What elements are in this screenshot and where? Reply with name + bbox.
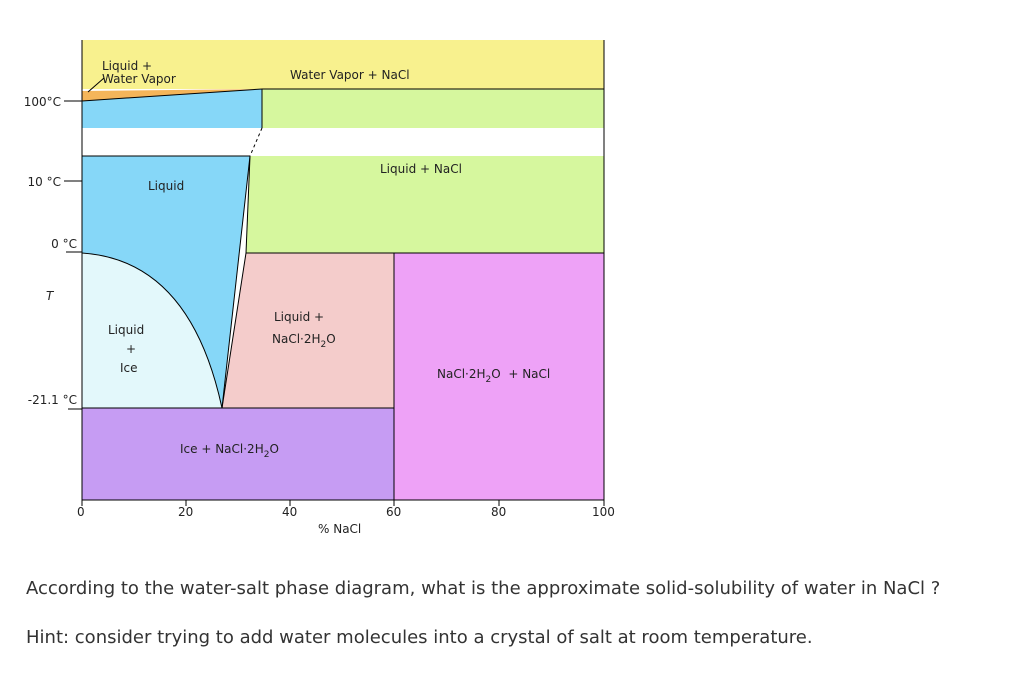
phase-boundaries [81, 40, 605, 501]
label-hydrate-nacl: NaCl·2H2O + NaCl [437, 367, 550, 385]
label-liquid-ice-3: Ice [120, 361, 138, 375]
hint-text: Hint: consider trying to add water molec… [26, 627, 813, 648]
y-tick-minus-21: -21.1 °C [28, 393, 77, 407]
label-liquid: Liquid [148, 179, 184, 193]
label-liquid-vapor-2: Water Vapor [102, 72, 176, 86]
y-tick-0: 0 °C [51, 237, 77, 251]
region-ice-hydrate [82, 408, 394, 500]
y-axis-ticks [64, 100, 82, 410]
y-axis-label: T [46, 289, 55, 303]
region-liquid-nacl-upper [262, 89, 604, 128]
region-liquid-nacl [246, 156, 604, 253]
label-water-vapor-nacl: Water Vapor + NaCl [290, 68, 410, 82]
y-tick-100: 100°C [24, 95, 61, 109]
label-liquid-nacl: Liquid + NaCl [380, 162, 462, 176]
x-tick-60: 60 [386, 505, 401, 519]
x-axis-label: % NaCl [318, 522, 361, 536]
y-tick-10: 10 °C [28, 175, 61, 189]
phase-diagram: 100°C 10 °C 0 °C -21.1 °C T 0 20 40 60 8… [24, 40, 615, 536]
x-tick-100: 100 [592, 505, 615, 519]
label-liquid-ice-1: Liquid [108, 323, 144, 337]
region-liquid-upper [82, 89, 262, 128]
label-ice-hydrate: Ice + NaCl·2H2O [180, 442, 279, 460]
label-pointer-line [87, 77, 105, 93]
x-axis-ticks [81, 500, 605, 506]
region-hydrate-nacl [394, 253, 604, 500]
x-tick-20: 20 [178, 505, 193, 519]
x-tick-0: 0 [77, 505, 85, 519]
question-text: According to the water-salt phase diagra… [26, 578, 941, 599]
x-tick-40: 40 [282, 505, 297, 519]
region-liquid-ice [82, 253, 222, 408]
x-tick-80: 80 [491, 505, 506, 519]
region-liquid-hydrate [222, 253, 394, 408]
label-liquid-hydrate-1: Liquid + [274, 310, 324, 324]
region-water-vapor-nacl [82, 40, 604, 89]
label-liquid-vapor-1: Liquid + [102, 59, 152, 73]
label-liquid-ice-2: + [126, 342, 136, 356]
label-liquid-hydrate-2: NaCl·2H2O [272, 332, 336, 350]
